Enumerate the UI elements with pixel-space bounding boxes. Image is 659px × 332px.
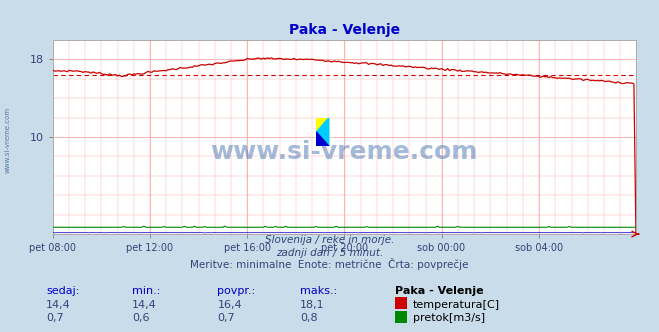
Text: pretok[m3/s]: pretok[m3/s] (413, 313, 484, 323)
Text: 0,7: 0,7 (46, 313, 64, 323)
Text: maks.:: maks.: (300, 286, 337, 296)
Text: sedaj:: sedaj: (46, 286, 80, 296)
Polygon shape (316, 118, 329, 132)
Text: 16,4: 16,4 (217, 300, 242, 310)
Text: www.si-vreme.com: www.si-vreme.com (5, 106, 11, 173)
Text: zadnji dan / 5 minut.: zadnji dan / 5 minut. (276, 248, 383, 258)
Text: temperatura[C]: temperatura[C] (413, 300, 500, 310)
Text: 0,7: 0,7 (217, 313, 235, 323)
Polygon shape (316, 118, 329, 146)
Text: 18,1: 18,1 (300, 300, 324, 310)
Text: 14,4: 14,4 (46, 300, 71, 310)
Text: 0,6: 0,6 (132, 313, 150, 323)
Title: Paka - Velenje: Paka - Velenje (289, 23, 400, 37)
Text: Paka - Velenje: Paka - Velenje (395, 286, 484, 296)
Text: Slovenija / reke in morje.: Slovenija / reke in morje. (265, 235, 394, 245)
Polygon shape (316, 132, 329, 146)
Text: www.si-vreme.com: www.si-vreme.com (211, 140, 478, 164)
Text: min.:: min.: (132, 286, 160, 296)
Text: Meritve: minimalne  Enote: metrične  Črta: povprečje: Meritve: minimalne Enote: metrične Črta:… (190, 258, 469, 270)
Text: povpr.:: povpr.: (217, 286, 256, 296)
Text: 14,4: 14,4 (132, 300, 157, 310)
Text: 0,8: 0,8 (300, 313, 318, 323)
